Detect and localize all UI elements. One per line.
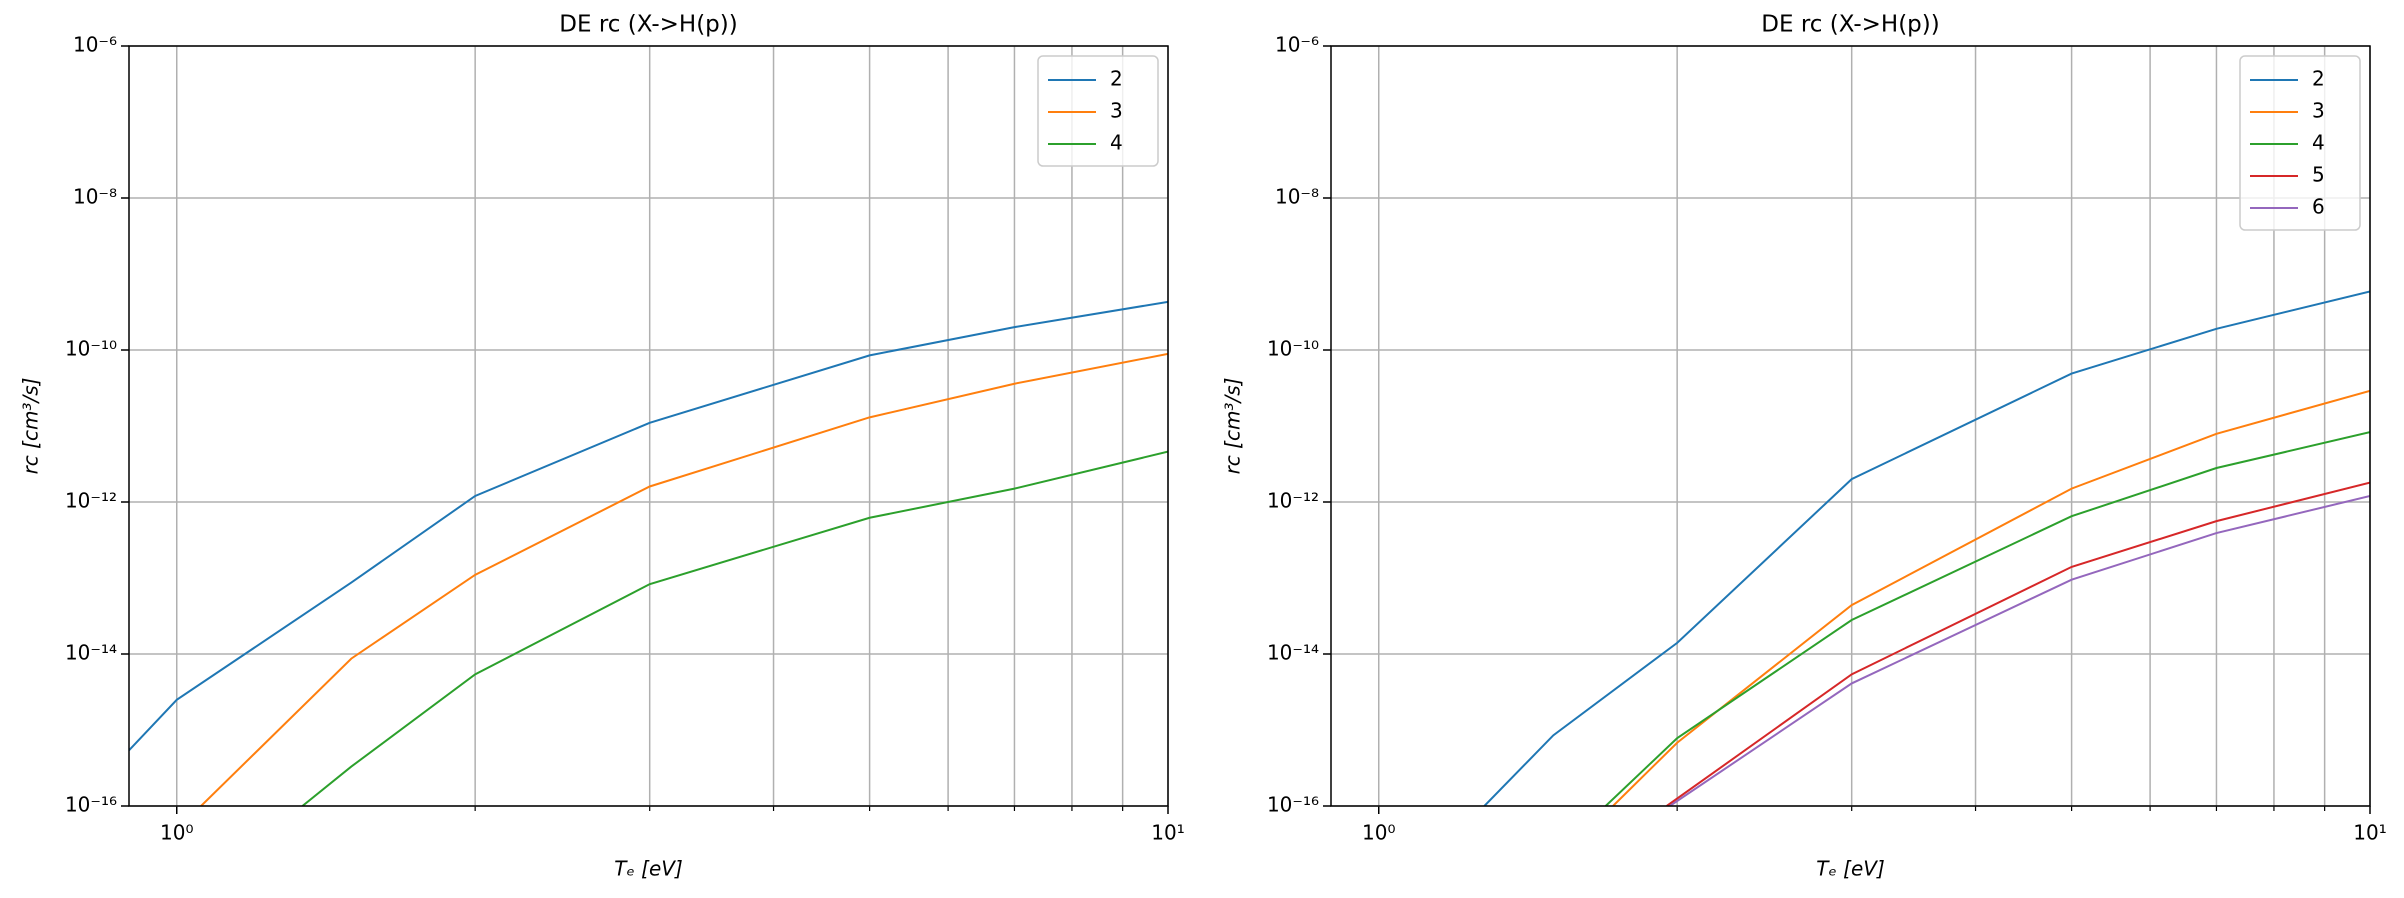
series-line	[1604, 431, 2370, 806]
x-tick-label: 10¹	[1151, 821, 1184, 845]
y-tick-label: 10⁻¹²	[65, 489, 117, 513]
series-line	[1612, 389, 2370, 806]
y-axis-label: rc [cm³/s]	[1221, 378, 1245, 475]
x-tick-label: 10¹	[2353, 821, 2386, 845]
legend-label: 5	[2312, 163, 2325, 187]
x-axis-label: Tₑ [eV]	[614, 857, 683, 881]
legend-label: 3	[1110, 99, 1123, 123]
series-line	[1483, 290, 2370, 806]
legend-box	[2239, 55, 2361, 231]
chart-title: DE rc (X->H(p))	[1761, 12, 1939, 38]
legend-box	[1037, 55, 1159, 167]
legend-label: 6	[2312, 195, 2325, 219]
legend-label: 2	[2312, 67, 2325, 91]
chart: DE rc (X->H(p)) Tₑ [eV] rc [cm³/s] 10⁰ 10¹ 10…	[1221, 12, 2387, 881]
y-tick-label: 10⁻¹⁰	[65, 337, 117, 361]
plot-frame	[128, 45, 1169, 807]
legend-label: 4	[1110, 131, 1123, 155]
x-axis-label: Tₑ [eV]	[1816, 857, 1885, 881]
y-tick-label: 10⁻⁸	[73, 185, 117, 209]
series-line	[1669, 495, 2370, 806]
legend: 2 3 4	[1037, 55, 1159, 167]
y-tick-label: 10⁻¹⁰	[1267, 337, 1319, 361]
y-tick-label: 10⁻¹⁴	[1267, 641, 1319, 665]
legend-label: 3	[2312, 99, 2325, 123]
y-tick-label: 10⁻¹⁴	[65, 641, 117, 665]
series-line	[200, 352, 1168, 806]
series-line	[129, 300, 1168, 752]
chart: DE rc (X->H(p)) Tₑ [eV] rc [cm³/s] 10⁰ 10¹ 10…	[19, 12, 1185, 881]
plot-frame	[1330, 45, 2371, 807]
y-tick-label: 10⁻⁶	[1275, 33, 1319, 57]
y-axis-label: rc [cm³/s]	[19, 378, 43, 475]
legend-label: 4	[2312, 131, 2325, 155]
y-tick-label: 10⁻⁶	[73, 33, 117, 57]
legend-label: 2	[1110, 67, 1123, 91]
y-tick-label: 10⁻¹⁶	[65, 793, 117, 817]
series-line	[1666, 481, 2370, 806]
x-tick-label: 10⁰	[160, 821, 193, 845]
legend: 2 3 4 5 6	[2239, 55, 2361, 231]
y-tick-label: 10⁻⁸	[1275, 185, 1319, 209]
y-tick-label: 10⁻¹²	[1267, 489, 1319, 513]
series-line	[301, 450, 1168, 806]
x-tick-label: 10⁰	[1362, 821, 1395, 845]
y-tick-label: 10⁻¹⁶	[1267, 793, 1319, 817]
chart-title: DE rc (X->H(p))	[559, 12, 737, 38]
